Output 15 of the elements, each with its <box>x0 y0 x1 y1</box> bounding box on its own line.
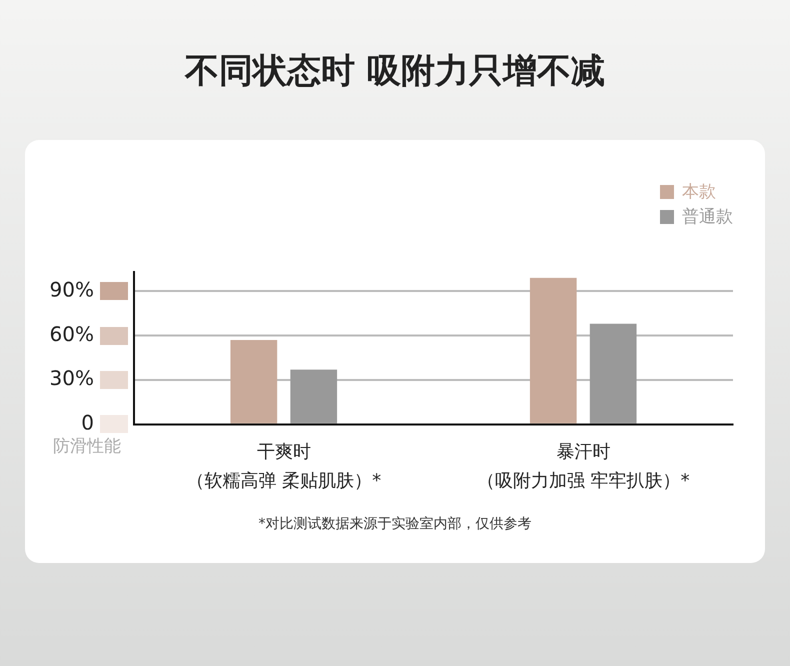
y-axis-title: 防滑性能 <box>53 436 121 456</box>
y-tick-label: 90% <box>50 277 94 302</box>
y-tick-label: 0 <box>81 410 94 435</box>
bar <box>230 340 278 424</box>
text: *对比测试数据来源于实验室内部，仅供参考 <box>258 515 532 533</box>
chart-title: 不同状态时 吸附力只增不减 <box>184 50 606 93</box>
y-tick-label: 60% <box>50 322 94 346</box>
x-tick-label: 干爽时（软糯高弹 柔贴肌肤）* <box>186 441 382 492</box>
legend-label: 本款 <box>682 181 716 203</box>
bar <box>290 370 338 424</box>
legend-label: 普通款 <box>682 206 733 228</box>
bar <box>590 324 637 424</box>
x-tick-label: 暴汗时（吸附力加强 牢牢扒肤）* <box>476 441 690 492</box>
y-tick-label: 30% <box>50 366 94 390</box>
bar <box>530 278 577 424</box>
